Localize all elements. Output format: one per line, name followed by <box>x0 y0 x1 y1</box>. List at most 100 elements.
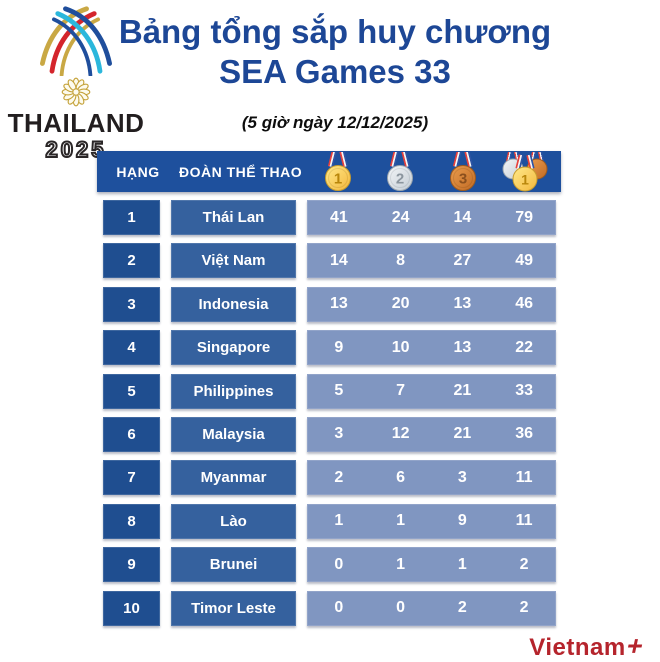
total-count: 49 <box>515 251 534 269</box>
rank-cell: 10 <box>103 590 160 626</box>
rank-cell: 3 <box>103 286 160 322</box>
table-row: 4 Singapore 9 10 13 22 <box>97 330 561 366</box>
logo-country-text: THAILAND <box>7 108 145 138</box>
medal-counts: 0 0 2 2 <box>307 590 556 626</box>
team-cell: Philippines <box>171 373 296 409</box>
gold-medal-icon: 1 <box>325 151 352 191</box>
gold-count: 0 <box>334 599 344 617</box>
silver-count: 8 <box>396 251 406 269</box>
silver-medal-icon: 2 <box>387 151 414 191</box>
medal-table: HẠNG ĐOÀN THỂ THAO <box>97 151 561 626</box>
total-count: 11 <box>515 512 533 530</box>
team-cell: Timor Leste <box>171 590 296 626</box>
rank-cell: 1 <box>103 200 160 235</box>
table-row: 2 Việt Nam 14 8 27 49 <box>97 243 561 279</box>
table-row: 8 Lào 1 1 9 11 <box>97 503 561 539</box>
bronze-count: 13 <box>453 338 472 356</box>
silver-count: 20 <box>391 295 410 313</box>
table-row: 9 Brunei 0 1 1 2 <box>97 547 561 583</box>
bronze-count: 21 <box>453 382 472 400</box>
bronze-count: 13 <box>453 295 472 313</box>
table-row: 10 Timor Leste 0 0 2 2 <box>97 590 561 626</box>
medal-counts: 9 10 13 22 <box>307 330 556 366</box>
page-subtitle: (5 giờ ngày 12/12/2025) <box>241 113 429 132</box>
bronze-count: 3 <box>457 468 467 486</box>
table-row: 6 Malaysia 3 12 21 36 <box>97 416 561 452</box>
rank-cell: 7 <box>103 460 160 496</box>
silver-column-header: 2 <box>369 151 431 192</box>
total-count: 46 <box>515 295 534 313</box>
table-row: 5 Philippines 5 7 21 33 <box>97 373 561 409</box>
gold-count: 5 <box>334 382 344 400</box>
medal-counts: 13 20 13 46 <box>307 286 556 322</box>
title-line-2: SEA Games 33 <box>219 52 451 90</box>
team-cell: Myanmar <box>171 460 296 496</box>
team-cell: Singapore <box>171 330 296 366</box>
svg-text:1: 1 <box>521 171 529 187</box>
rank-cell: 8 <box>103 503 160 539</box>
page-title: Bảng tổng sắp huy chương SEA Games 33 <box>105 12 565 91</box>
total-count: 33 <box>515 382 534 400</box>
team-cell: Lào <box>171 503 296 539</box>
gold-count: 9 <box>334 338 344 356</box>
rank-column-header: HẠNG <box>116 163 160 180</box>
silver-count: 1 <box>396 555 406 573</box>
gold-count: 2 <box>334 468 344 486</box>
silver-count: 10 <box>391 338 410 356</box>
table-row: 7 Myanmar 2 6 3 11 <box>97 460 561 496</box>
woven-ribbons-icon <box>40 6 112 76</box>
brand-plus-icon: + <box>623 631 647 661</box>
total-count: 2 <box>519 555 529 573</box>
team-cell: Malaysia <box>171 416 296 452</box>
medal-column-headers: 1 <box>307 151 556 192</box>
bronze-count: 27 <box>453 251 472 269</box>
team-cell: Brunei <box>171 547 296 583</box>
total-count: 79 <box>515 208 534 226</box>
table-header: HẠNG ĐOÀN THỂ THAO <box>97 151 561 192</box>
vietnamplus-logo: Vietnam+ <box>529 631 647 662</box>
team-column-header: ĐOÀN THỂ THAO <box>179 163 303 180</box>
gold-count: 41 <box>329 208 348 226</box>
medal-counts: 41 24 14 79 <box>307 200 556 235</box>
table-row: 1 Thái Lan 41 24 14 79 <box>97 200 561 235</box>
medal-counts: 2 6 3 11 <box>307 460 556 496</box>
bronze-count: 9 <box>457 512 467 530</box>
medal-counts: 14 8 27 49 <box>307 243 556 279</box>
gold-count: 3 <box>334 425 344 443</box>
team-cell: Thái Lan <box>171 200 296 235</box>
total-medals-icon: 1 <box>502 151 548 191</box>
medal-counts: 3 12 21 36 <box>307 416 556 452</box>
gold-count: 0 <box>334 555 344 573</box>
logo-year-text: 2025 <box>45 137 107 162</box>
flower-emblem-icon <box>61 77 91 107</box>
gold-count: 13 <box>329 295 348 313</box>
medal-counts: 0 1 1 2 <box>307 547 556 583</box>
total-count: 11 <box>515 468 533 486</box>
bronze-column-header: 3 <box>432 151 494 192</box>
brand-name-text: Vietnam <box>529 634 626 661</box>
total-column-header: 1 <box>494 151 556 192</box>
sea-games-logo: THAILAND 2025 <box>0 0 152 162</box>
medal-counts: 1 1 9 11 <box>307 503 556 539</box>
title-line-1: Bảng tổng sắp huy chương <box>118 13 552 50</box>
rank-cell: 6 <box>103 416 160 452</box>
bronze-count: 1 <box>457 555 467 573</box>
silver-count: 12 <box>391 425 410 443</box>
rank-cell: 2 <box>103 243 160 279</box>
total-count: 2 <box>519 599 529 617</box>
total-count: 22 <box>515 338 534 356</box>
table-row: 3 Indonesia 13 20 13 46 <box>97 286 561 322</box>
table-body: 1 Thái Lan 41 24 14 79 2 Việt Nam 14 8 2… <box>97 200 561 626</box>
silver-count: 7 <box>396 382 406 400</box>
team-cell: Việt Nam <box>171 243 296 279</box>
bronze-medal-icon: 3 <box>449 151 476 191</box>
svg-text:2: 2 <box>396 170 404 187</box>
bronze-count: 14 <box>453 208 472 226</box>
silver-count: 0 <box>396 599 406 617</box>
gold-count: 1 <box>334 512 344 530</box>
rank-cell: 4 <box>103 330 160 366</box>
gold-column-header: 1 <box>307 151 369 192</box>
gold-count: 14 <box>329 251 348 269</box>
rank-cell: 9 <box>103 547 160 583</box>
